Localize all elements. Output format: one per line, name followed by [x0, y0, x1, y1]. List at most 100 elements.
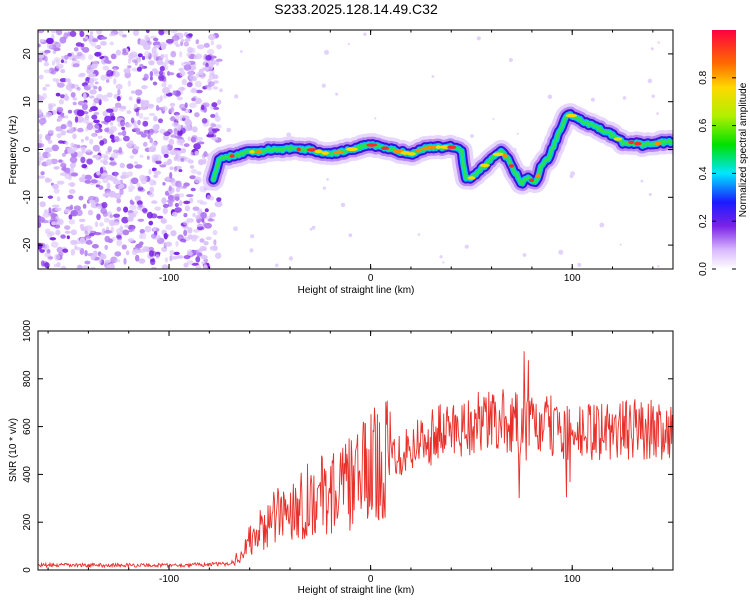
noise-speckle — [164, 53, 169, 59]
noise-speckle — [203, 241, 209, 246]
noise-speckle — [150, 258, 156, 266]
noise-speckle — [178, 169, 183, 173]
noise-speckle — [104, 76, 113, 80]
noise-speckle — [173, 128, 178, 136]
noise-speckle — [175, 114, 180, 121]
noise-speckle — [52, 50, 57, 54]
noise-speckle — [165, 30, 169, 33]
ridge-hotspot — [479, 163, 490, 168]
noise-speckle — [172, 90, 177, 96]
noise-speckle — [47, 129, 55, 134]
noise-speckle — [183, 220, 189, 226]
noise-speckle — [109, 33, 116, 37]
noise-speckle — [516, 132, 519, 135]
noise-speckle — [89, 68, 95, 73]
noise-speckle — [99, 140, 105, 146]
noise-speckle — [78, 195, 84, 201]
noise-speckle — [179, 114, 187, 119]
noise-speckle — [464, 244, 469, 249]
noise-speckle — [47, 153, 51, 158]
noise-speckle — [73, 47, 79, 52]
noise-speckle — [116, 198, 121, 204]
noise-speckle — [138, 258, 146, 264]
noise-speckle — [83, 92, 87, 100]
noise-speckle — [100, 36, 108, 40]
noise-speckle — [81, 265, 90, 269]
noise-speckle — [167, 201, 173, 207]
noise-speckle — [169, 249, 175, 256]
noise-speckle — [38, 109, 43, 115]
noise-speckle — [67, 31, 71, 37]
ridge-hotspot — [426, 145, 437, 149]
noise-speckle — [178, 67, 184, 72]
noise-speckle — [67, 194, 74, 200]
noise-speckle — [55, 63, 64, 69]
noise-speckle — [170, 30, 178, 34]
noise-speckle — [196, 171, 202, 176]
noise-speckle — [199, 238, 205, 243]
colorbar-gradient — [712, 30, 736, 269]
colorbar-tick-label: 0.0 — [698, 262, 709, 276]
noise-speckle — [70, 249, 76, 256]
noise-speckle — [133, 161, 138, 165]
noise-speckle — [94, 51, 102, 57]
noise-speckle — [89, 31, 94, 35]
noise-speckle — [44, 84, 51, 87]
noise-speckle — [45, 159, 53, 166]
noise-speckle — [194, 97, 202, 105]
noise-speckle — [204, 222, 212, 229]
noise-speckle — [116, 206, 122, 212]
snr-x-tick-label: 100 — [564, 574, 581, 585]
noise-speckle — [173, 251, 180, 256]
noise-speckle — [202, 221, 206, 227]
noise-speckle — [173, 40, 179, 46]
figure-title: S233.2025.128.14.49.C32 — [274, 1, 438, 17]
noise-speckle — [590, 97, 595, 102]
noise-speckle — [153, 37, 159, 42]
noise-speckle — [99, 167, 104, 174]
noise-speckle — [127, 185, 136, 191]
noise-speckle — [73, 205, 82, 211]
noise-speckle — [119, 162, 126, 169]
noise-speckle — [121, 126, 126, 131]
noise-speckle — [127, 215, 134, 222]
noise-speckle — [113, 217, 121, 221]
noise-speckle — [150, 213, 158, 219]
noise-speckle — [144, 225, 152, 233]
ridge-hotspot — [634, 141, 642, 146]
noise-speckle — [193, 229, 200, 233]
noise-speckle — [212, 74, 219, 80]
noise-speckle — [77, 127, 84, 133]
snr-x-label: Height of straight line (km) — [298, 585, 415, 596]
noise-speckle — [183, 64, 192, 71]
noise-speckle — [195, 89, 203, 94]
noise-speckle — [88, 195, 96, 201]
noise-speckle — [38, 138, 43, 145]
noise-speckle — [60, 59, 64, 63]
noise-speckle — [146, 155, 150, 160]
noise-speckle — [102, 94, 108, 99]
noise-speckle — [198, 159, 205, 166]
noise-speckle — [58, 159, 63, 163]
ridge-hotspot — [415, 148, 422, 153]
noise-speckle — [657, 41, 660, 44]
noise-speckle — [64, 149, 69, 155]
noise-speckle — [215, 58, 223, 62]
noise-speckle — [165, 241, 173, 247]
noise-speckle — [211, 137, 219, 141]
noise-speckle — [128, 228, 133, 233]
noise-speckle — [196, 136, 204, 141]
noise-speckle — [79, 30, 85, 38]
noise-speckle — [104, 127, 110, 133]
noise-speckle — [180, 157, 185, 162]
noise-speckle — [51, 221, 56, 226]
spectrogram-x-tick-label: 0 — [368, 273, 374, 284]
noise-speckle — [106, 69, 113, 77]
noise-speckle — [109, 121, 114, 126]
noise-speckle — [88, 108, 93, 113]
noise-speckle — [137, 218, 145, 222]
noise-speckle — [90, 201, 99, 209]
noise-speckle — [207, 48, 215, 55]
noise-speckle — [74, 116, 79, 123]
noise-speckle — [219, 88, 223, 93]
